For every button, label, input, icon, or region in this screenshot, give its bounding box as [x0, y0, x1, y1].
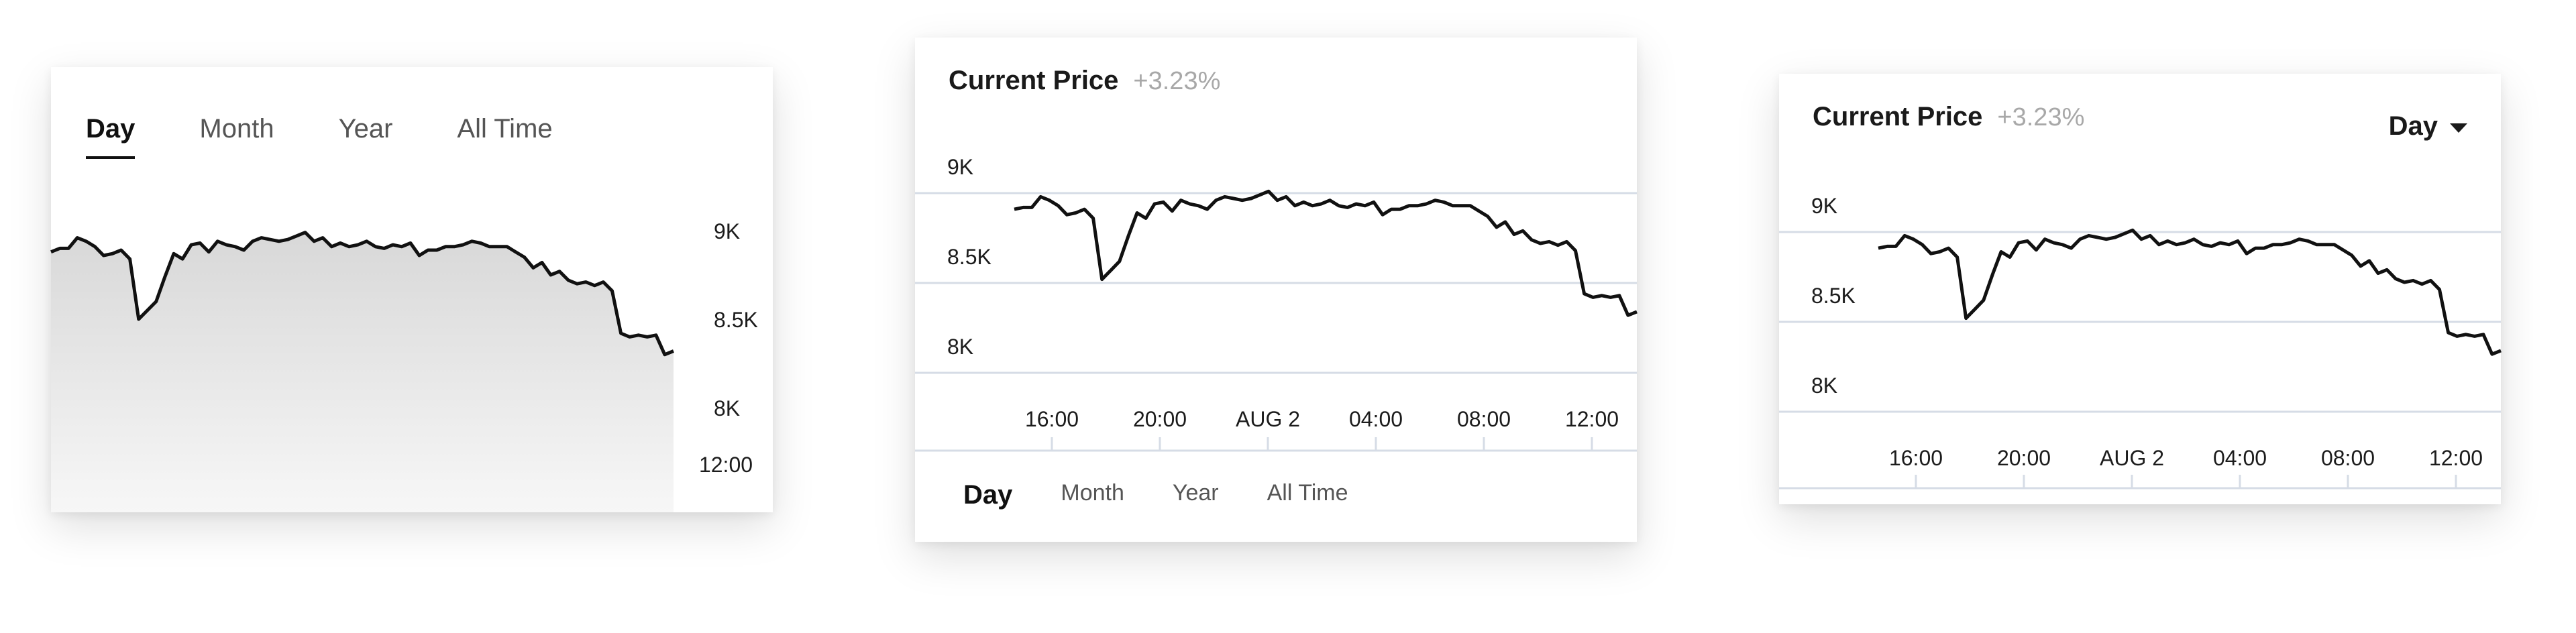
time-range-tabs: Day Month Year All Time	[963, 480, 1397, 510]
price-line-chart: 9K 8.5K 8K 16:00 20:00 AUG 2 04:00 08:00 12:00	[1779, 194, 2502, 490]
price-card-area: Day Month Year All Time 9K8.5K8K16:0020:…	[50, 67, 773, 512]
y-tick-label: 9K	[714, 219, 740, 243]
time-range-tabs: Day Month Year All Time	[86, 114, 617, 159]
tab-year[interactable]: Year	[338, 114, 393, 143]
x-tick-label: 08:00	[1457, 407, 1511, 431]
x-tick-label: 12:00	[1565, 407, 1619, 431]
current-price-title: Current Price	[1813, 102, 1983, 131]
x-tick-label: 20:00	[1133, 407, 1187, 431]
time-range-dropdown-label: Day	[2388, 111, 2438, 141]
tab-year[interactable]: Year	[1172, 480, 1219, 506]
y-tick-label: 8.5K	[947, 245, 991, 269]
price-change: +3.23%	[1997, 103, 2085, 131]
tab-month[interactable]: Month	[1061, 480, 1124, 506]
price-header: Current Price +3.23%	[949, 66, 1220, 96]
x-tick-label: AUG 2	[2100, 446, 2164, 470]
price-line	[1014, 189, 1638, 317]
tab-all-time[interactable]: All Time	[457, 114, 553, 143]
x-tick-label: AUG 2	[1236, 407, 1300, 431]
y-tick-label: 8K	[714, 396, 740, 420]
current-price-title: Current Price	[949, 66, 1119, 95]
caret-down-icon	[2450, 123, 2467, 133]
price-line-chart: 9K 8.5K 8K 16:00 20:00 AUG 2 04:00 08:00 12:00	[915, 155, 1638, 452]
time-range-dropdown[interactable]: Day	[2389, 111, 2467, 141]
price-line	[1878, 228, 2502, 356]
x-tick-label: 20:00	[1997, 446, 2051, 470]
tab-day[interactable]: Day	[86, 114, 136, 159]
x-tick-label: 04:00	[1349, 407, 1403, 431]
y-tick-label: 9K	[1811, 194, 1837, 218]
price-area-fill	[51, 232, 674, 512]
y-tick-label: 8K	[1811, 373, 1837, 398]
x-tick-label: 16:00	[1025, 407, 1079, 431]
price-header: Current Price +3.23%	[1813, 102, 2084, 132]
price-change: +3.23%	[1133, 67, 1221, 95]
x-tick-label: 16:00	[1889, 446, 1943, 470]
x-tick-label: 08:00	[2321, 446, 2375, 470]
price-card-line-bottom-tabs: Current Price +3.23% 9K 8.5K 8K 16:00 20:00 A…	[915, 38, 1638, 542]
tab-month[interactable]: Month	[199, 114, 274, 143]
y-tick-label: 8.5K	[1811, 284, 1856, 308]
price-line	[50, 231, 674, 357]
y-tick-label: 9K	[947, 155, 973, 179]
tab-all-time[interactable]: All Time	[1267, 480, 1348, 506]
price-card-line-dropdown: Current Price +3.23% Day 9K 8.5K 8K 16:00 20…	[1779, 74, 2502, 504]
y-tick-label: 8K	[947, 335, 973, 359]
y-tick-label: 8.5K	[714, 308, 758, 332]
x-tick-label: 04:00	[2213, 446, 2267, 470]
tab-day[interactable]: Day	[963, 480, 1013, 510]
x-tick-label: 12:00	[699, 453, 753, 477]
x-tick-label: 12:00	[2429, 446, 2483, 470]
